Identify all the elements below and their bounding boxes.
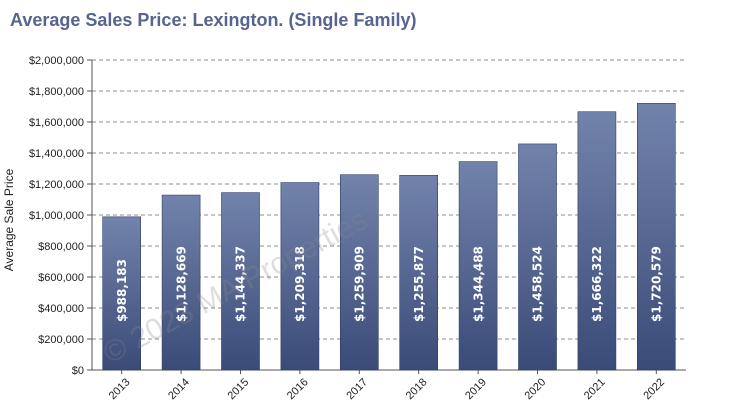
bar-value-label: $1,720,579: [650, 246, 664, 322]
bar-value-label: $988,183: [115, 259, 129, 322]
y-tick-label: $1,600,000: [29, 117, 84, 129]
bar: [221, 192, 260, 371]
bar-value-label: $1,255,877: [412, 246, 426, 322]
x-tick-label: 2020: [523, 376, 549, 402]
y-tick-label: $800,000: [38, 241, 84, 253]
bar: [339, 174, 379, 371]
bar-value-label: $1,144,337: [234, 246, 248, 322]
x-tick-label: 2018: [404, 376, 430, 402]
x-tick-label: 2017: [344, 376, 370, 402]
y-axis-label: Average Sale Price: [2, 168, 16, 271]
bar: [280, 182, 320, 371]
bar-value-label: $1,666,322: [590, 246, 604, 322]
bar: [458, 161, 498, 371]
bar: [636, 103, 676, 371]
bar-value-label: $1,344,488: [471, 246, 485, 322]
bar-value-label: $1,259,909: [353, 246, 367, 322]
x-tick-label: 2016: [285, 376, 311, 402]
chart-title: Average Sales Price: Lexington. (Single …: [10, 10, 417, 30]
bar-value-label: $1,209,318: [293, 246, 307, 322]
y-tick-label: $1,400,000: [29, 148, 84, 160]
x-tick-labels: 2013 2014 2015 2016 2017 2018 2019 2020 2021 2022: [107, 370, 667, 402]
y-tick-label: $2,000,000: [29, 55, 84, 67]
bar-value-label: $1,458,524: [531, 246, 545, 322]
x-tick-label: 2013: [107, 376, 133, 402]
bar: [399, 175, 439, 371]
y-tick-label: $1,800,000: [29, 86, 84, 98]
bar: [518, 143, 557, 371]
bar: [161, 194, 201, 371]
y-tick-label: $200,000: [38, 334, 84, 346]
x-tick-label: 2022: [641, 376, 667, 402]
x-tick-label: 2019: [463, 376, 489, 402]
bar: [102, 216, 142, 371]
y-tick-label: $600,000: [38, 272, 84, 284]
y-tick-label: $0: [72, 365, 84, 377]
x-tick-label: 2014: [166, 376, 192, 402]
bar-value-label: $1,128,669: [174, 246, 188, 322]
y-tick-label: $1,000,000: [29, 210, 84, 222]
y-tick-label: $1,200,000: [29, 179, 84, 191]
bars: $988,183 $1,128,669 $1,144,337 $1,209,318 $1…: [102, 103, 676, 371]
y-tick-labels: $0 $200,000 $400,000 $600,000 $800,000 $1,000…: [29, 55, 84, 377]
x-tick-label: 2021: [582, 376, 608, 402]
x-tick-label: 2015: [226, 376, 252, 402]
bar: [577, 111, 617, 371]
y-tick-label: $400,000: [38, 303, 84, 315]
